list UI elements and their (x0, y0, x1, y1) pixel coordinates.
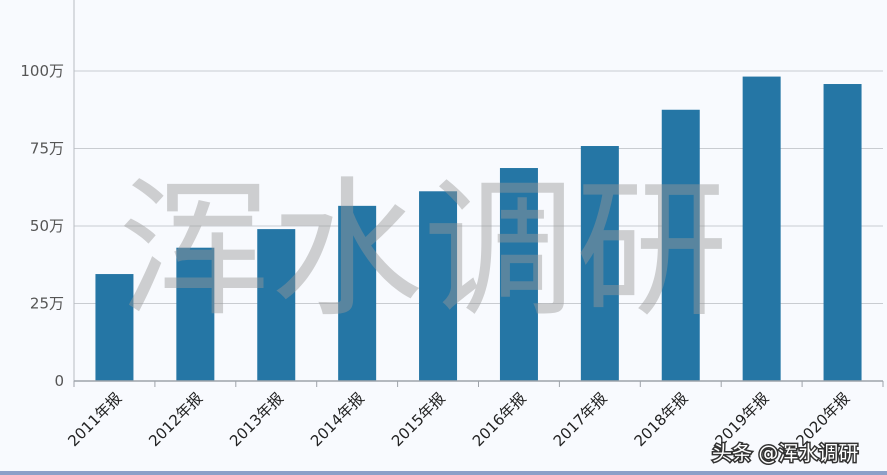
bar-2014年报 (338, 205, 377, 381)
y-axis-tick-labels: 0 25万 50万 75万 100万 (20, 62, 64, 390)
watermark-text: 浑水调研 (118, 164, 728, 338)
y-tick-label: 25万 (30, 295, 64, 313)
x-tick-label: 2014年报 (307, 389, 368, 450)
x-tick-label: 2011年报 (64, 389, 125, 450)
x-tick-label: 2015年报 (388, 389, 449, 450)
bar-2011年报 (95, 274, 134, 381)
x-tick-label: 2012年报 (145, 389, 206, 450)
x-tick-label: 2016年报 (469, 389, 530, 450)
bar-2019年报 (742, 76, 781, 381)
y-tick-label: 50万 (30, 217, 64, 235)
bar-2017年报 (580, 146, 619, 381)
y-tick-label: 75万 (30, 140, 64, 158)
watermark-credit: 头条 @浑水调研 (712, 441, 858, 465)
y-tick-label: 100万 (20, 62, 64, 80)
x-tick-label: 2017年报 (550, 389, 611, 450)
bar-2013年报 (257, 229, 296, 381)
x-tick-label: 2018年报 (631, 389, 692, 450)
bar-2015年报 (419, 191, 458, 381)
bar-2018年报 (661, 109, 700, 381)
bar-2016年报 (499, 168, 538, 381)
x-tick-label: 2013年报 (226, 389, 287, 450)
bar-2020年报 (823, 84, 862, 382)
bars (95, 76, 862, 382)
x-axis-ticks (73, 381, 884, 387)
bar-2012年报 (176, 247, 215, 381)
bottom-border (0, 471, 887, 475)
y-tick-label: 0 (54, 372, 64, 390)
